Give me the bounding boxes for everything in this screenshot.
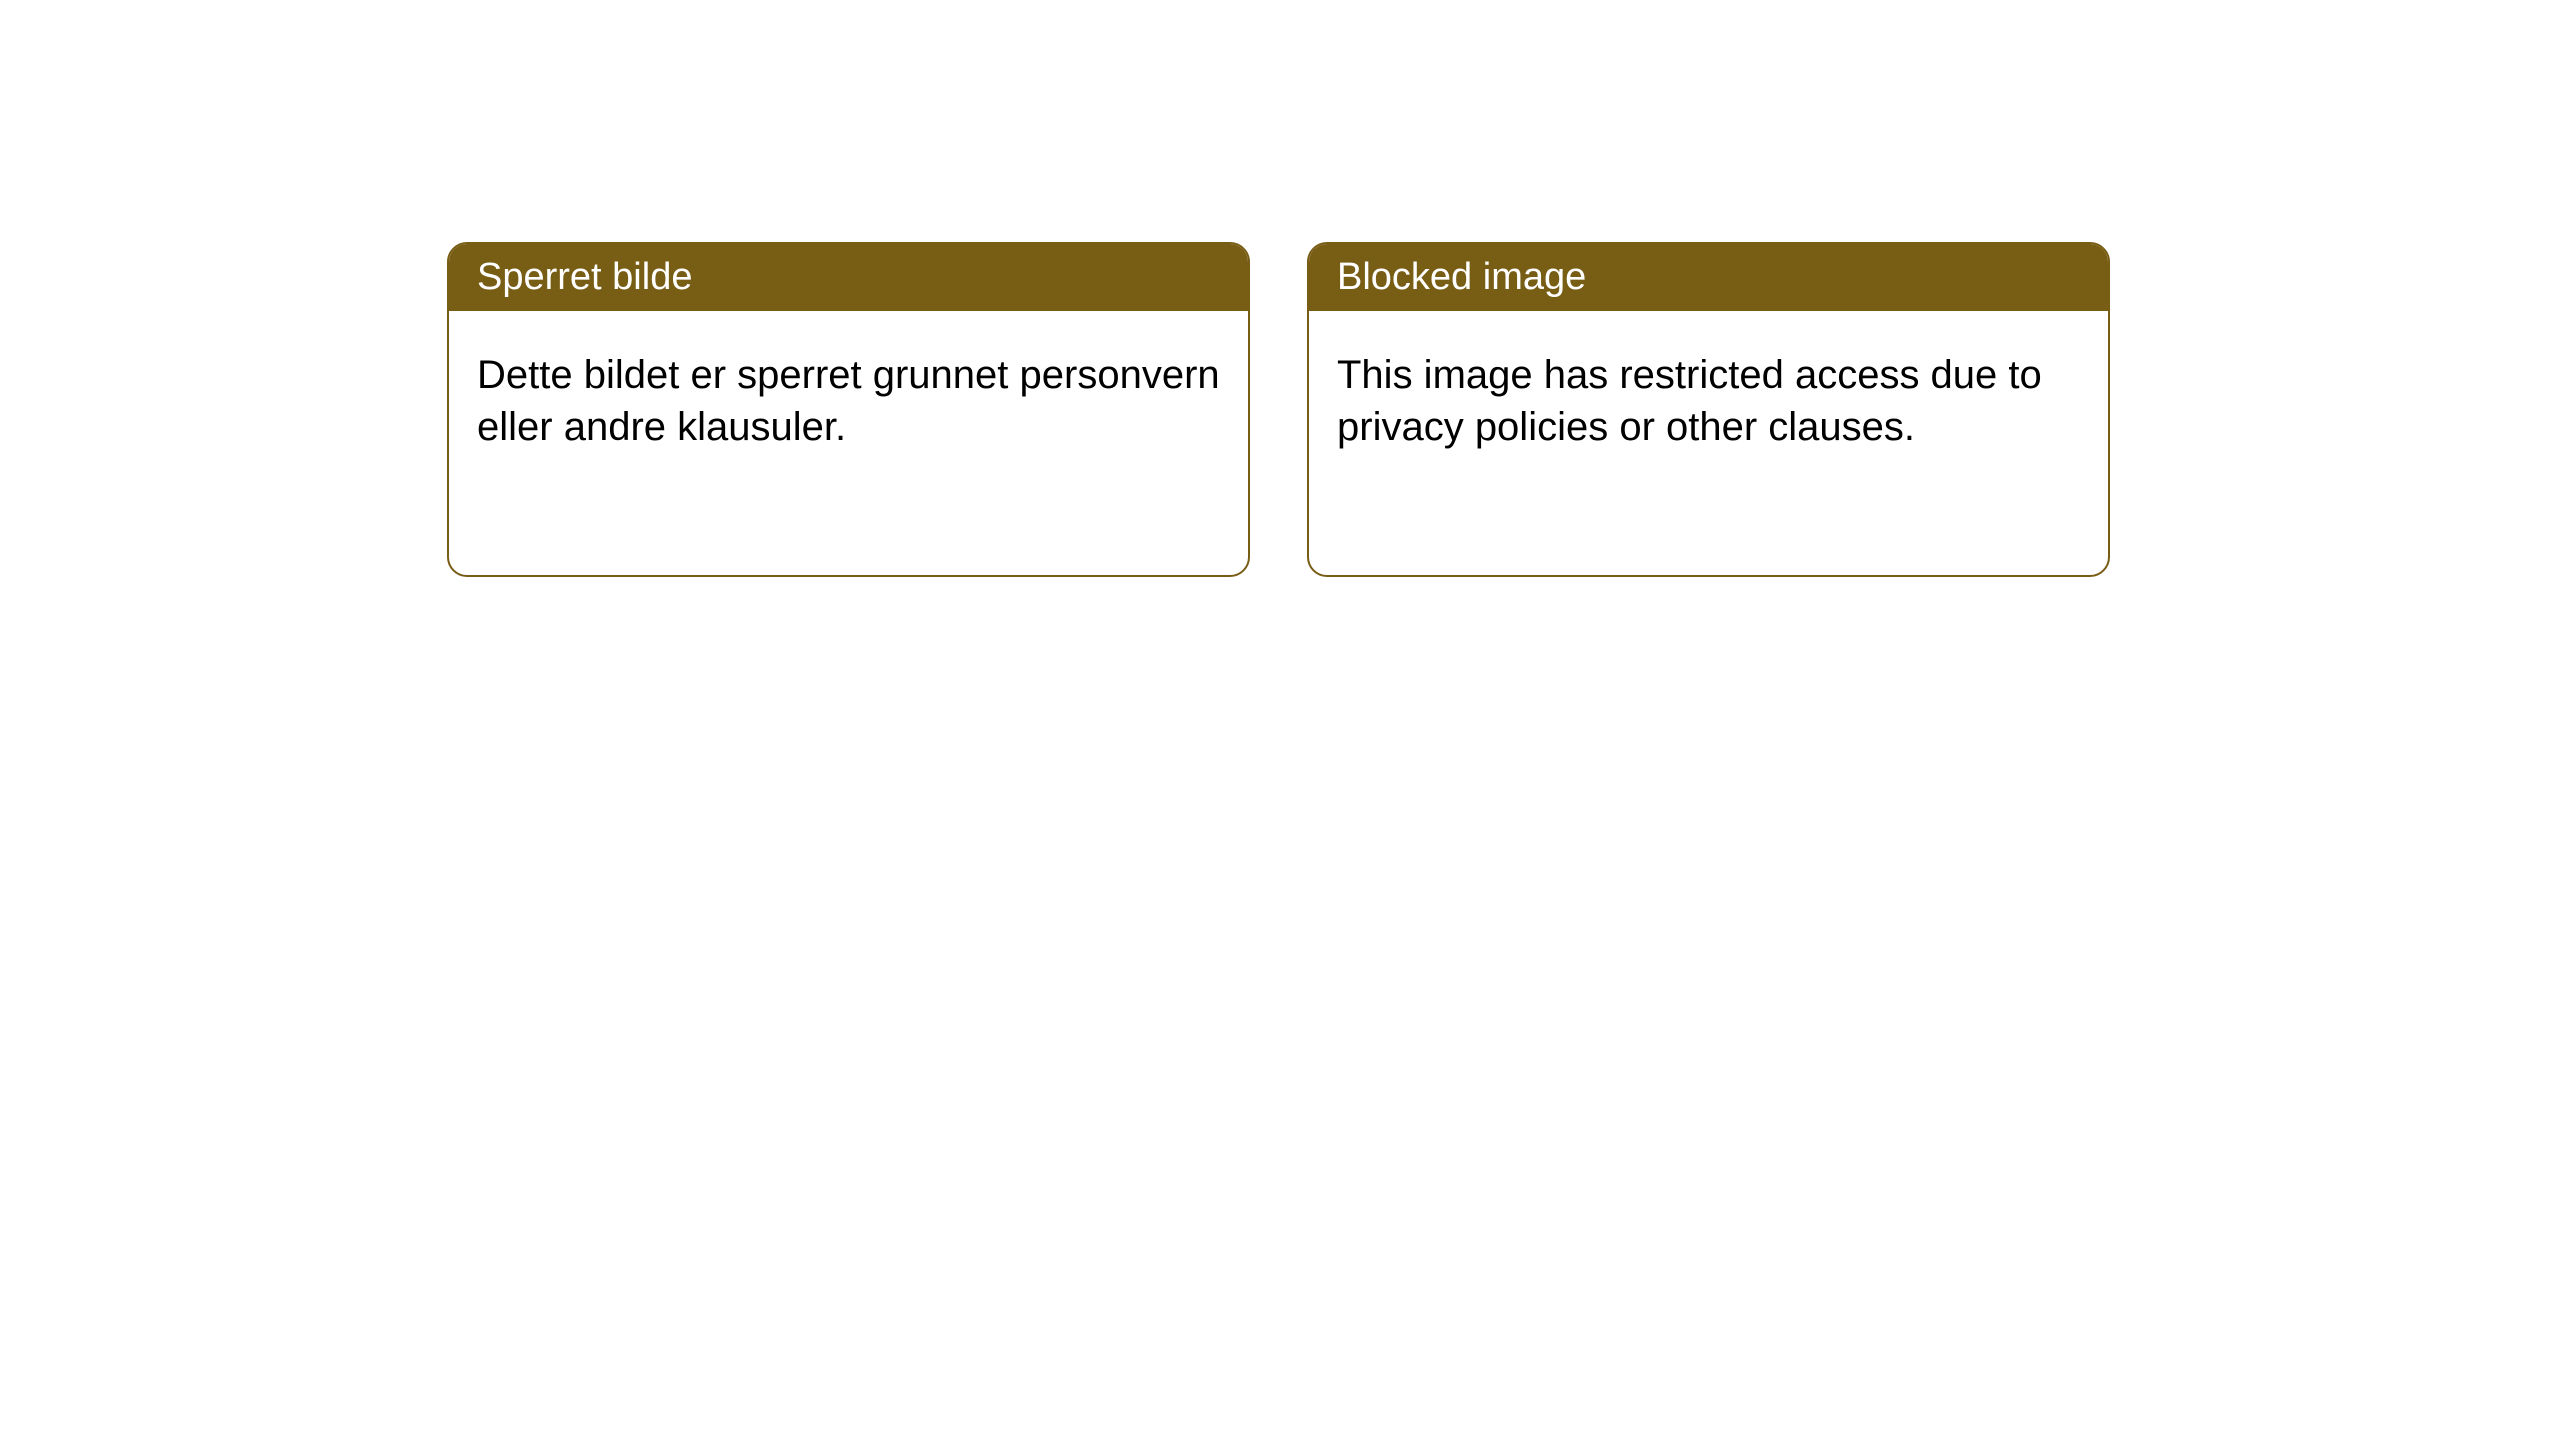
- notice-header-norwegian: Sperret bilde: [449, 244, 1248, 311]
- notice-box-english: Blocked image This image has restricted …: [1307, 242, 2110, 577]
- notice-header-english: Blocked image: [1309, 244, 2108, 311]
- notice-body-english: This image has restricted access due to …: [1309, 311, 2108, 491]
- notice-body-norwegian: Dette bildet er sperret grunnet personve…: [449, 311, 1248, 491]
- notice-box-norwegian: Sperret bilde Dette bildet er sperret gr…: [447, 242, 1250, 577]
- notice-container: Sperret bilde Dette bildet er sperret gr…: [447, 242, 2110, 577]
